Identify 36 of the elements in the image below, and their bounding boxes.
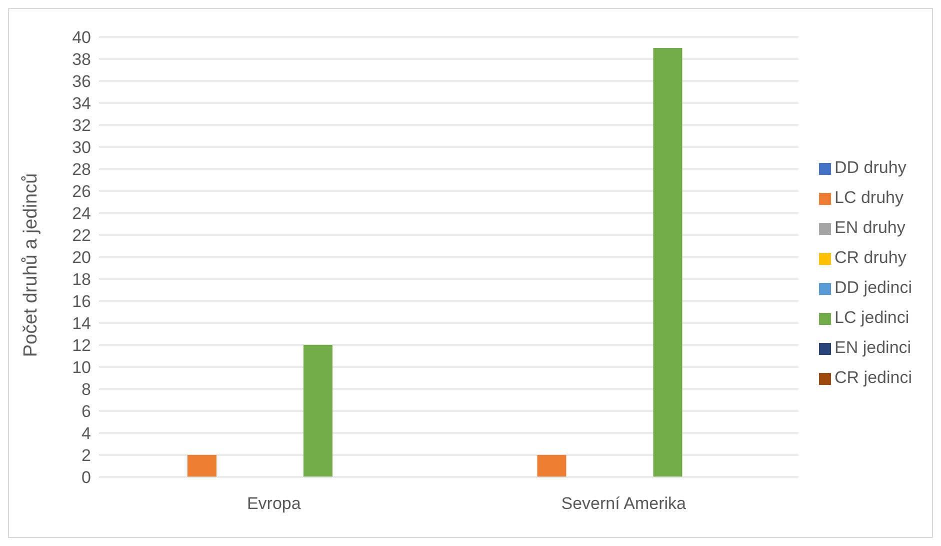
y-tick-label: 12 <box>72 336 91 356</box>
y-tick-label: 34 <box>72 94 91 114</box>
bar <box>653 48 682 477</box>
y-tick-label: 2 <box>82 446 91 466</box>
legend-label: EN druhy <box>834 218 906 237</box>
y-tick-label: 38 <box>72 50 91 70</box>
legend-label: LC druhy <box>834 188 904 207</box>
legend-label: EN jedinci <box>834 338 912 357</box>
y-tick-label: 10 <box>72 358 91 378</box>
bar <box>187 455 216 477</box>
y-tick-label: 32 <box>72 116 91 136</box>
y-tick-label: 40 <box>72 28 91 48</box>
y-tick-label: 24 <box>72 204 91 224</box>
legend-label: CR jedinci <box>834 368 912 387</box>
y-tick-label: 4 <box>82 424 91 444</box>
y-tick-label: 22 <box>72 226 91 246</box>
y-tick-label: 8 <box>82 380 91 400</box>
legend-label: CR druhy <box>834 248 906 267</box>
y-tick-label: 6 <box>82 402 91 422</box>
y-tick-label: 0 <box>82 468 91 488</box>
y-tick-label: 30 <box>72 138 91 158</box>
bar <box>537 455 566 477</box>
y-tick-label: 36 <box>72 72 91 92</box>
y-tick-label: 16 <box>72 292 91 312</box>
y-tick-label: 14 <box>72 314 91 334</box>
x-tick-label: Severní Amerika <box>561 494 687 514</box>
bar <box>303 345 332 477</box>
legend-label: DD druhy <box>834 158 906 177</box>
y-axis-title: Počet druhů a jedinců <box>20 173 42 357</box>
legend-label: DD jedinci <box>834 278 912 297</box>
y-tick-label: 20 <box>72 248 91 268</box>
y-tick-label: 28 <box>72 160 91 180</box>
x-tick-label: Evropa <box>246 494 302 514</box>
y-tick-label: 18 <box>72 270 91 290</box>
y-tick-label: 26 <box>72 182 91 202</box>
legend-label: LC jedinci <box>834 308 910 327</box>
